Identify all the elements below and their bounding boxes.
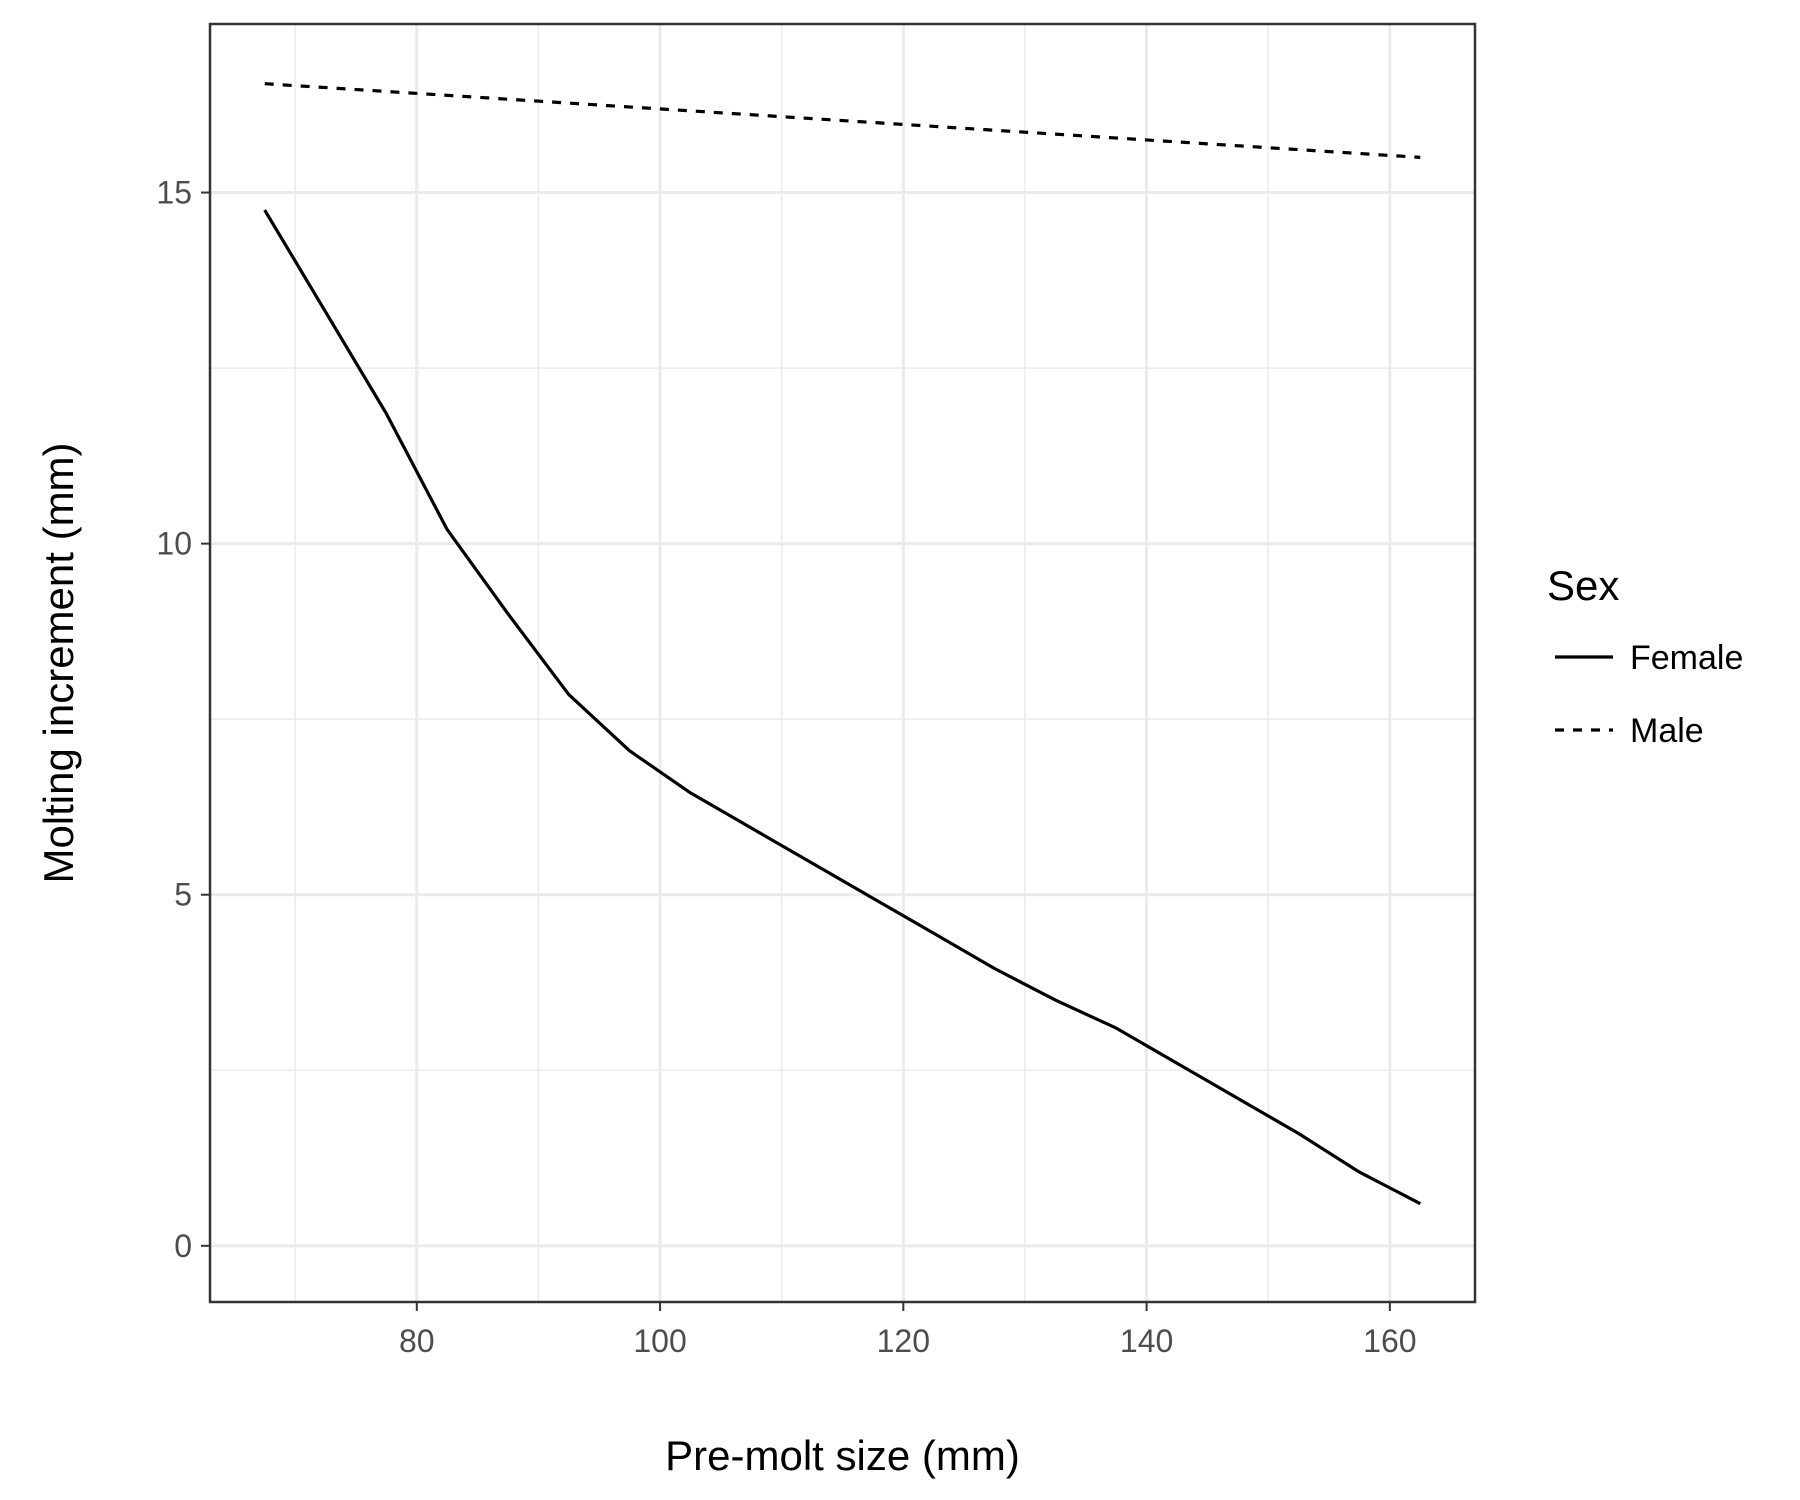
legend: Sex Female Male <box>1547 562 1743 750</box>
series-line-male <box>264 82 1421 159</box>
x-tick-label: 120 <box>877 1323 930 1359</box>
y-tick-label: 0 <box>174 1228 192 1264</box>
x-tick-label: 80 <box>399 1323 435 1359</box>
y-tick-label: 10 <box>156 526 192 562</box>
legend-label-female: Female <box>1630 639 1743 677</box>
x-tick-label: 100 <box>633 1323 686 1359</box>
series-layer <box>263 82 1422 1206</box>
x-tick-label: 160 <box>1363 1323 1416 1359</box>
legend-label-male: Male <box>1630 712 1704 750</box>
series-line-female <box>263 209 1422 1206</box>
x-axis-title: Pre-molt size (mm) <box>665 1432 1020 1479</box>
y-tick-label: 5 <box>174 877 192 913</box>
legend-title: Sex <box>1547 562 1619 609</box>
y-tick-label: 15 <box>156 175 192 211</box>
y-axis-title: Molting increment (mm) <box>35 442 82 883</box>
x-tick-label: 140 <box>1120 1323 1173 1359</box>
grid-layer <box>210 24 1475 1302</box>
plot-panel-border <box>208 22 1477 1304</box>
legend-items: Female Male <box>1555 639 1743 750</box>
ticks-layer: 80 100 120 140 160 0 5 10 15 <box>156 175 1416 1359</box>
